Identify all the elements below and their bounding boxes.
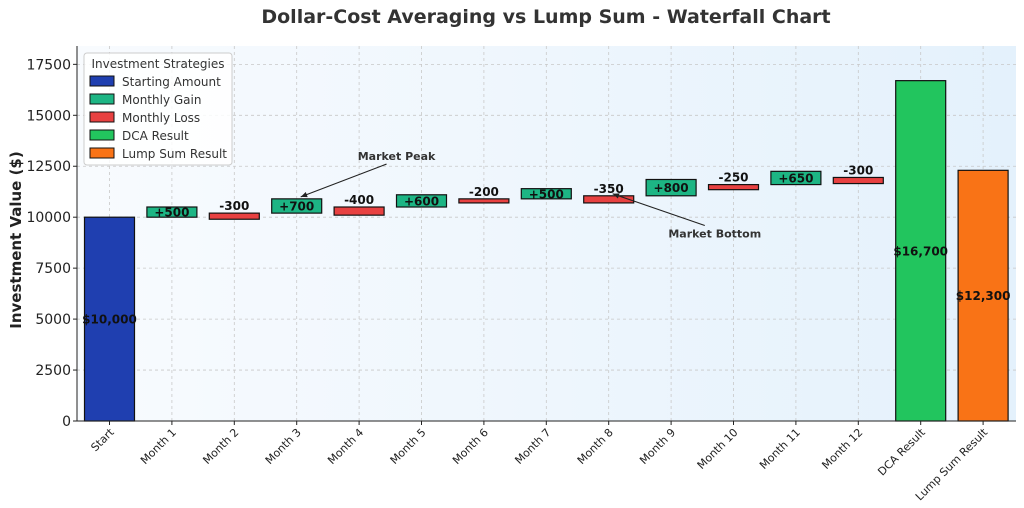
x-tick-label: Month 1 (138, 426, 179, 467)
bar-label: -300 (219, 199, 249, 213)
bar-label: +500 (529, 187, 564, 201)
bar-label: +500 (154, 206, 189, 220)
annotations-group: Market Peak Market Bottom (300, 150, 761, 241)
annotation-text: Market Peak (358, 150, 436, 163)
legend-swatch (89, 93, 115, 105)
bar-month-6 (458, 198, 510, 204)
legend-title: Investment Strategies (91, 57, 224, 71)
annotation-text: Market Bottom (668, 228, 761, 241)
y-axis-label: Investment Value ($) (7, 151, 25, 328)
legend-entry-label: Starting Amount (122, 75, 221, 89)
y-tick-label: 0 (62, 414, 71, 430)
bar-dca-result (895, 80, 947, 422)
x-tick-label: Month 6 (450, 426, 491, 467)
y-tick-label: 5000 (35, 312, 71, 328)
y-tick-label: 15000 (26, 108, 71, 124)
bar-month-11 (770, 170, 822, 186)
legend-swatch (89, 129, 115, 141)
x-tick-label: Month 12 (819, 426, 865, 472)
y-tick-label: 7500 (35, 261, 71, 277)
chart-title: Dollar-Cost Averaging vs Lump Sum - Wate… (261, 6, 830, 28)
y-tick-label: 12500 (26, 159, 71, 175)
bar-label: -200 (469, 185, 499, 199)
legend-entry-label: DCA Result (122, 129, 189, 143)
legend-swatch (89, 75, 115, 87)
bar-label: +800 (654, 181, 689, 195)
bar-label: $10,000 (82, 313, 137, 327)
annotation-arrow-line (612, 193, 705, 227)
legend-box (83, 52, 233, 166)
y-tick-label: 2500 (35, 363, 71, 379)
x-tick-label: Month 7 (512, 426, 553, 467)
y-tick-label: 17500 (26, 57, 71, 73)
bar-month-1 (146, 206, 198, 218)
bar-month-5 (395, 194, 448, 208)
bar-month-3 (271, 198, 323, 214)
bar-label: $16,700 (893, 244, 948, 258)
x-tick-label: Month 10 (695, 426, 741, 472)
bar-label: -350 (594, 182, 624, 196)
bar-month-10 (707, 183, 760, 191)
bar-month-8 (583, 195, 635, 204)
annotation-arrow-line (300, 163, 387, 198)
x-tick-label: Month 9 (637, 426, 678, 467)
bar-labels-group: $10,000 +500 -300 +700 -400 +600 -200 +500 -350 +… (82, 163, 1010, 326)
x-tick-label: Month 5 (388, 426, 429, 467)
bar-label: -300 (843, 163, 873, 177)
x-tick-label: Month 11 (757, 426, 803, 472)
legend-swatch (89, 147, 115, 159)
bar-label: -400 (344, 193, 374, 207)
bar-month-4 (333, 206, 385, 216)
bar-label: +600 (404, 194, 439, 208)
annotation-arrow-head (300, 192, 308, 198)
annotation-arrow-head (612, 193, 620, 199)
legend-entry-label: Lump Sum Result (122, 147, 227, 161)
bar-label: $12,300 (956, 289, 1011, 303)
y-tick-label: 10000 (26, 210, 71, 226)
x-tick-label: Month 8 (575, 426, 616, 467)
x-tick-label: Month 3 (263, 426, 304, 467)
bar-label: -250 (718, 171, 748, 185)
bar-month-2 (208, 212, 260, 220)
bar-month-7 (520, 188, 572, 200)
bar-label: +650 (778, 171, 813, 185)
bar-label: +700 (279, 199, 314, 213)
legend-entry-label: Monthly Loss (122, 111, 200, 125)
x-tick-label: Start (88, 425, 117, 454)
x-tick-label: DCA Result (875, 425, 928, 478)
bar-month-12 (832, 176, 884, 185)
legend-swatch (89, 111, 115, 123)
bar-month-9 (645, 178, 697, 197)
bars-group (83, 80, 1009, 422)
legend-entry-label: Monthly Gain (122, 93, 201, 107)
x-tick-label: Month 2 (200, 426, 241, 467)
legend: Investment Strategies Starting Amount Mont… (83, 52, 233, 166)
x-tick-label: Month 4 (325, 426, 366, 467)
